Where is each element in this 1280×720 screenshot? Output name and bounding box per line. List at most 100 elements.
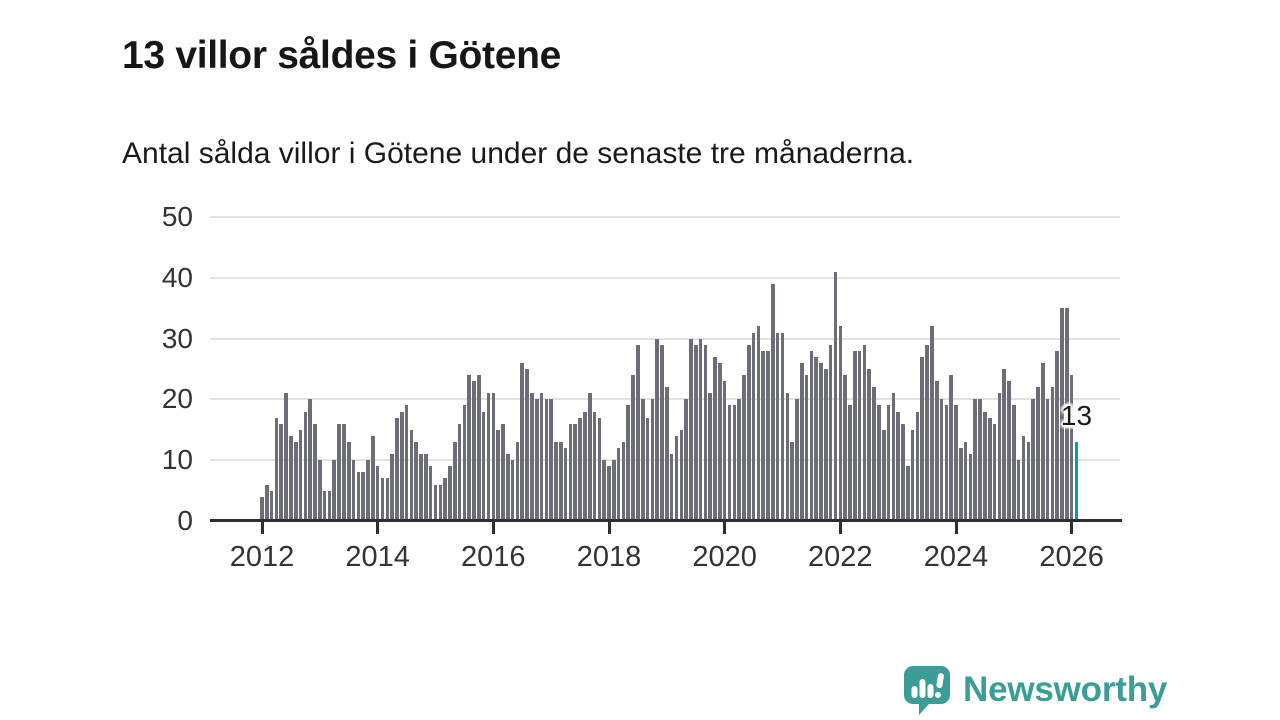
bar: [848, 405, 852, 521]
bar: [428, 466, 433, 521]
bar: [346, 441, 351, 521]
bar: [399, 411, 404, 521]
bar: [906, 466, 910, 521]
bar: [621, 441, 626, 521]
x-axis-tick: [491, 522, 495, 534]
bar: [385, 478, 390, 521]
bar: [530, 393, 534, 521]
bar: [361, 472, 365, 521]
bar: [510, 460, 515, 521]
x-axis-line: [210, 519, 1122, 522]
bar: [1065, 308, 1069, 521]
bar: [780, 332, 785, 521]
bar: [395, 417, 399, 521]
bar: [959, 448, 963, 521]
newsworthy-speech-bubble-chart-icon: [904, 666, 950, 715]
bar: [448, 466, 452, 521]
bar: [679, 429, 684, 521]
bar: [756, 326, 761, 521]
bar: [1055, 350, 1059, 521]
bar: [872, 387, 876, 521]
bar: [857, 350, 862, 521]
bar: [978, 399, 982, 521]
bar: [669, 454, 674, 521]
bar: [910, 429, 915, 521]
bar: [607, 466, 611, 521]
x-axis-tick: [376, 522, 380, 534]
bar: [819, 362, 823, 521]
bar: [554, 441, 558, 521]
bar: [371, 435, 375, 521]
bar: [559, 441, 563, 521]
bar: [1007, 381, 1011, 521]
bar: [930, 326, 934, 521]
bar: [862, 344, 867, 521]
bar: [799, 362, 804, 521]
gridline: [210, 459, 1120, 462]
gridline: [210, 337, 1120, 340]
bar: [698, 338, 703, 521]
bar: [814, 356, 819, 521]
bar: [660, 344, 664, 521]
bar: [973, 399, 978, 521]
bar: [689, 338, 693, 521]
bar: [322, 490, 327, 521]
bar: [520, 362, 525, 521]
bar: [790, 441, 794, 521]
newsworthy-logo: Newsworthy: [903, 665, 1167, 715]
bar: [640, 399, 645, 521]
bar: [308, 399, 312, 521]
bar: [804, 375, 809, 521]
bar: [674, 435, 679, 521]
bar: [505, 454, 510, 521]
bar: [1050, 387, 1055, 521]
bar: [298, 429, 303, 521]
bar: [761, 350, 766, 521]
bar: [824, 369, 828, 521]
bar: [751, 332, 756, 521]
newsworthy-logo-text: Newsworthy: [963, 670, 1168, 709]
bar: [390, 454, 394, 521]
bar: [1002, 369, 1006, 521]
bar: [1040, 362, 1045, 521]
bar: [568, 423, 573, 521]
bar: [612, 460, 616, 521]
bar: [472, 381, 476, 521]
bar: [983, 411, 987, 521]
bar: [380, 478, 385, 521]
bar: [992, 423, 997, 521]
gridline: [210, 216, 1120, 218]
bar: [496, 429, 500, 521]
y-axis-label: 0: [177, 505, 193, 536]
bar: [732, 405, 737, 521]
highlighted-bar: [1074, 441, 1079, 521]
bar: [293, 441, 298, 521]
bar: [828, 344, 833, 521]
bar: [809, 350, 814, 521]
bar: [409, 429, 414, 521]
x-axis-tick: [723, 522, 727, 534]
bar: [1045, 399, 1050, 521]
bar: [563, 448, 568, 521]
bar: [925, 344, 929, 521]
x-axis-tick: [607, 522, 611, 534]
bar: [655, 338, 659, 521]
bar: [944, 405, 949, 521]
bar: [1060, 308, 1064, 521]
bar: [1036, 387, 1040, 521]
x-axis-label: 2024: [923, 541, 989, 573]
bar: [583, 411, 587, 521]
bar: [727, 405, 732, 521]
bar: [269, 490, 274, 521]
bar: [501, 423, 505, 521]
bar: [549, 399, 553, 521]
bar: [684, 399, 688, 521]
bar: [289, 435, 293, 521]
bar: [467, 375, 472, 521]
bar: [477, 375, 481, 521]
bar: [886, 405, 891, 521]
bar: [337, 423, 341, 521]
bar: [833, 271, 838, 521]
bar: [419, 454, 423, 521]
gridline: [210, 398, 1120, 401]
